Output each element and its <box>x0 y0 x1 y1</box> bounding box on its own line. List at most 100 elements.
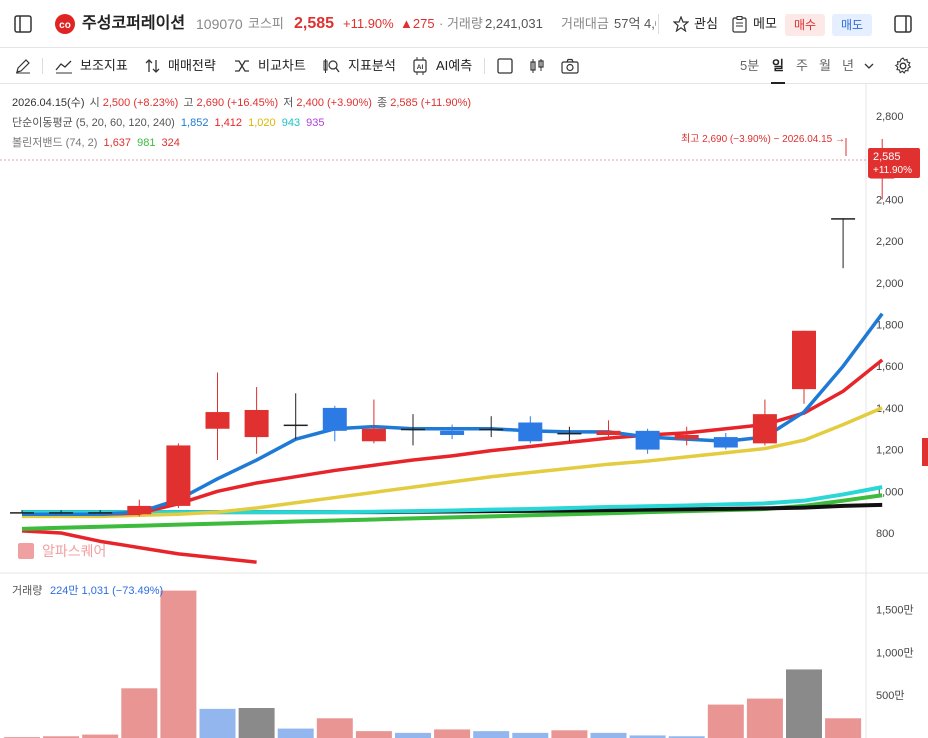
ma60-value: 1,020 <box>248 117 276 129</box>
candle[interactable] <box>479 416 504 438</box>
candle[interactable] <box>361 399 386 444</box>
divider <box>484 58 485 74</box>
ai-chip-icon[interactable]: AI <box>410 57 430 75</box>
candle[interactable] <box>49 510 74 514</box>
candle[interactable] <box>166 443 191 508</box>
chevron-down-icon[interactable] <box>862 60 876 72</box>
period-month[interactable]: 월 <box>819 58 831 73</box>
candle[interactable] <box>713 432 738 450</box>
candle[interactable] <box>401 414 425 446</box>
indicator-analysis-button[interactable]: 지표분석 <box>348 58 396 73</box>
ma5-value: 1,852 <box>180 117 209 129</box>
square-icon[interactable] <box>496 57 514 75</box>
candle[interactable] <box>10 510 34 514</box>
svg-text:AI: AI <box>417 64 424 71</box>
bb-mid-value: 981 <box>137 137 156 149</box>
candle[interactable] <box>792 330 816 404</box>
strategy-icon[interactable] <box>144 57 162 75</box>
period-day[interactable]: 일 <box>772 58 784 73</box>
volume-bar <box>355 731 392 738</box>
price-tick-label: 1,200 <box>876 445 904 457</box>
star-icon[interactable] <box>672 15 690 33</box>
analysis-icon[interactable] <box>321 57 341 75</box>
candle[interactable] <box>831 218 856 269</box>
candle[interactable] <box>674 426 699 446</box>
ma5-line <box>22 312 884 516</box>
candle[interactable] <box>596 420 621 440</box>
memo-icon[interactable] <box>730 15 748 33</box>
candle[interactable] <box>322 405 347 442</box>
candle[interactable] <box>557 426 582 442</box>
volume-bar <box>746 698 783 738</box>
candle[interactable] <box>440 424 465 440</box>
trade-strategy-button[interactable]: 매매전략 <box>168 58 216 73</box>
candle-body <box>322 407 347 431</box>
candle[interactable] <box>635 428 660 454</box>
period-week[interactable]: 주 <box>796 58 808 73</box>
volume-bar <box>199 708 236 738</box>
candlestick-icon[interactable] <box>528 57 546 75</box>
compare-icon[interactable] <box>233 57 251 75</box>
period-year[interactable]: 년 <box>842 58 854 73</box>
watermark: 알파스퀘어 <box>18 543 106 559</box>
volume-bar <box>590 732 627 738</box>
candle-body <box>752 414 777 444</box>
close-label: 종 <box>377 97 388 109</box>
candle-body <box>635 430 660 450</box>
open-value: 2,500 (+8.23%) <box>102 97 179 109</box>
ma20-value: 1,412 <box>214 117 243 129</box>
volume-bar <box>512 732 549 738</box>
ma-label: 단순이동평균 (5, 20, 60, 120, 240) <box>12 117 175 129</box>
svg-text:co: co <box>59 20 71 31</box>
volume-label: 거래량 <box>12 584 42 597</box>
ma120-value: 943 <box>281 117 301 129</box>
period-5min[interactable]: 5분 <box>740 58 760 73</box>
ma60-line <box>22 406 883 519</box>
volume-bar <box>82 734 119 738</box>
price-tag-pct: +11.90% <box>873 165 912 176</box>
candle[interactable] <box>283 393 308 440</box>
max-price-annotation: 최고 2,690 (−3.90%) − 2026.04.15 → <box>681 133 847 156</box>
top-bar: co 주성코퍼레이션 109070 코스피 2,585 +11.90% ▲275… <box>0 0 928 48</box>
volume-bar <box>551 730 588 738</box>
sell-button[interactable]: 매도 <box>832 14 872 36</box>
volume-tick-label: 1,500만 <box>876 603 914 616</box>
candle-body <box>166 445 191 506</box>
candle-body <box>557 432 582 435</box>
open-label: 시 <box>89 97 100 109</box>
price-tick-label: 2,200 <box>876 236 904 248</box>
indicator-icon[interactable] <box>54 57 74 75</box>
panel-toggle-icon[interactable] <box>892 14 914 34</box>
watch-button[interactable]: 관심 <box>694 16 718 31</box>
candle-body <box>479 428 504 431</box>
buy-button[interactable]: 매수 <box>785 14 825 36</box>
candle[interactable] <box>88 510 113 514</box>
volume-bar <box>43 736 80 738</box>
compare-chart-button[interactable]: 비교차트 <box>258 58 306 73</box>
candle-body <box>401 428 425 431</box>
candle[interactable] <box>205 372 230 461</box>
pencil-icon[interactable] <box>14 57 32 75</box>
low-value: 2,400 (+3.90%) <box>296 97 372 109</box>
memo-button[interactable]: 메모 <box>753 16 777 31</box>
camera-icon[interactable] <box>560 57 580 75</box>
ai-forecast-button[interactable]: AI예측 <box>436 58 473 73</box>
candle[interactable] <box>518 416 543 444</box>
sub-indicator-button[interactable]: 보조지표 <box>80 58 128 73</box>
change-abs: ▲275 <box>400 16 435 31</box>
volume-tick-label: 1,000만 <box>876 646 914 659</box>
stock-name[interactable]: 주성코퍼레이션 <box>82 15 186 32</box>
volume-bar <box>825 718 862 738</box>
price-tag: 2,585 +11.90% <box>868 148 920 178</box>
candle[interactable] <box>127 499 152 517</box>
volume-bar <box>121 688 158 738</box>
candle[interactable] <box>244 387 269 454</box>
sidebar-toggle-icon[interactable] <box>12 14 34 34</box>
watermark-logo <box>18 543 34 559</box>
gear-icon[interactable] <box>893 56 913 76</box>
price-chart[interactable]: 2,8002,6002,4002,2002,0001,8001,6001,400… <box>0 84 928 738</box>
price-tick-label: 800 <box>876 528 894 540</box>
price-tag-value: 2,585 <box>873 151 901 163</box>
max-note: 최고 2,690 (−3.90%) − 2026.04.15 → <box>681 133 845 145</box>
candle[interactable] <box>752 399 777 446</box>
